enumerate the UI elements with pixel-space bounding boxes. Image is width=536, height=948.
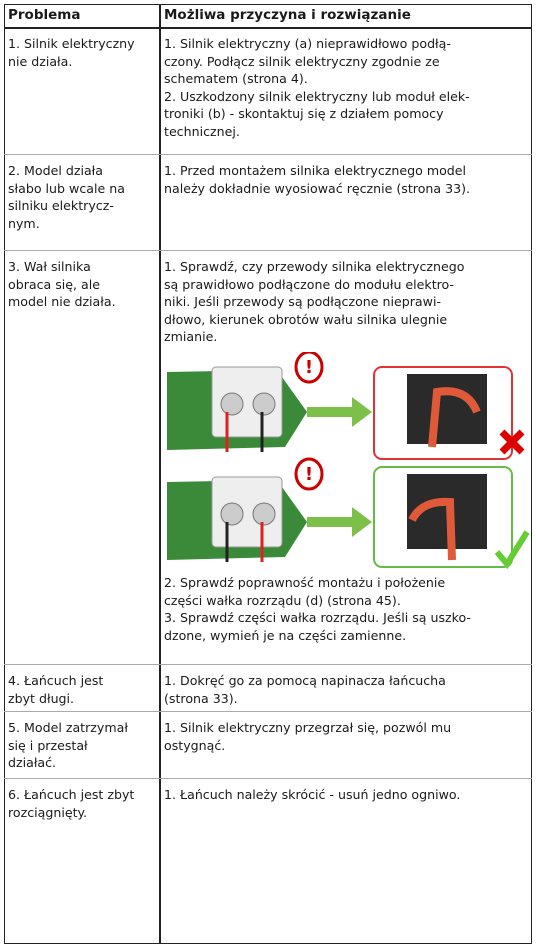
solution-text: ostygnąć. bbox=[164, 737, 226, 753]
solution-text: (strona 33). bbox=[164, 690, 238, 706]
problem-text: 2. Model działa bbox=[8, 163, 103, 178]
solution-text: części wałka rozrządu (d) (strona 45). bbox=[164, 592, 401, 608]
solution-text: 1. Sprawdź, czy przewody silnika elektry… bbox=[164, 259, 465, 274]
solution-text: zmianie. bbox=[164, 329, 218, 344]
row-divider bbox=[4, 250, 532, 251]
solution-text: 1. Dokręć go za pomocą napinacza łańcuch… bbox=[164, 673, 446, 688]
solution-text: 2. Sprawdź poprawność montażu i położeni… bbox=[164, 575, 446, 590]
problem-text: rozciągnięty. bbox=[8, 804, 88, 820]
problem-text: zbyt długi. bbox=[8, 690, 75, 706]
problem-text: nym. bbox=[8, 215, 40, 231]
problem-text: słabo lub wcale na bbox=[8, 180, 125, 196]
problem-text: model nie działa. bbox=[8, 294, 116, 309]
row-divider bbox=[4, 664, 532, 665]
row-divider bbox=[4, 711, 532, 712]
solution-text: dłowo, kierunek obrotów wału silnika ule… bbox=[164, 311, 448, 327]
solution-text: są prawidłowo podłączone do modułu elekt… bbox=[164, 276, 455, 292]
solution-text: 2. Uszkodzony silnik elektryczny lub mod… bbox=[164, 88, 470, 104]
problem-text: działać. bbox=[8, 755, 57, 770]
problem-text: 6. Łańcuch jest zbyt bbox=[8, 787, 135, 802]
problem-text: 4. Łańcuch jest bbox=[8, 673, 104, 688]
svg-text:!: ! bbox=[305, 464, 313, 485]
solution-text: należy dokładnie wyosiować ręcznie (stro… bbox=[164, 180, 471, 196]
problem-text: obraca się, ale bbox=[8, 276, 101, 292]
wiring-illustration: ! ! bbox=[167, 352, 530, 570]
problem-text: silniku elektrycz- bbox=[8, 198, 114, 213]
header-divider bbox=[4, 27, 532, 29]
table-frame bbox=[4, 4, 532, 944]
row-divider bbox=[4, 778, 532, 779]
header-cell: Problema bbox=[8, 7, 81, 23]
solution-text: technicznej. bbox=[164, 123, 240, 139]
solution-text: dzone, wymień je na części zamienne. bbox=[164, 627, 407, 643]
svg-text:!: ! bbox=[305, 357, 313, 378]
solution-text: 1. Przed montażem silnika elektrycznego … bbox=[164, 163, 467, 178]
row-divider bbox=[4, 154, 532, 155]
problem-text: 5. Model zatrzymał bbox=[8, 720, 128, 735]
solution-text: 3. Sprawdź części wałka rozrządu. Jeśli … bbox=[164, 610, 471, 625]
header-cell: Możliwa przyczyna i rozwiązanie bbox=[164, 7, 411, 23]
solution-text: troniki (b) - skontaktuj się z działem p… bbox=[164, 106, 444, 121]
problem-text: 1. Silnik elektryczny bbox=[8, 36, 135, 51]
problem-text: 3. Wał silnika bbox=[8, 259, 91, 274]
correct-wiring: ! bbox=[167, 457, 530, 570]
problem-text: nie działa. bbox=[8, 53, 73, 69]
solution-text: czony. Podłącz silnik elektryczny zgodni… bbox=[164, 53, 440, 69]
problem-text: się i przestał bbox=[8, 737, 88, 753]
wrong-wiring: ! bbox=[167, 352, 525, 460]
solution-text: schematem (strona 4). bbox=[164, 71, 308, 86]
solution-text: niki. Jeśli przewody są podłączone niepr… bbox=[164, 294, 441, 309]
solution-text: 1. Łańcuch należy skrócić - usuń jedno o… bbox=[164, 787, 461, 802]
solution-text: 1. Silnik elektryczny (a) nieprawidłowo … bbox=[164, 36, 451, 51]
column-divider bbox=[159, 4, 161, 944]
solution-text: 1. Silnik elektryczny przegrzał się, poz… bbox=[164, 720, 452, 735]
